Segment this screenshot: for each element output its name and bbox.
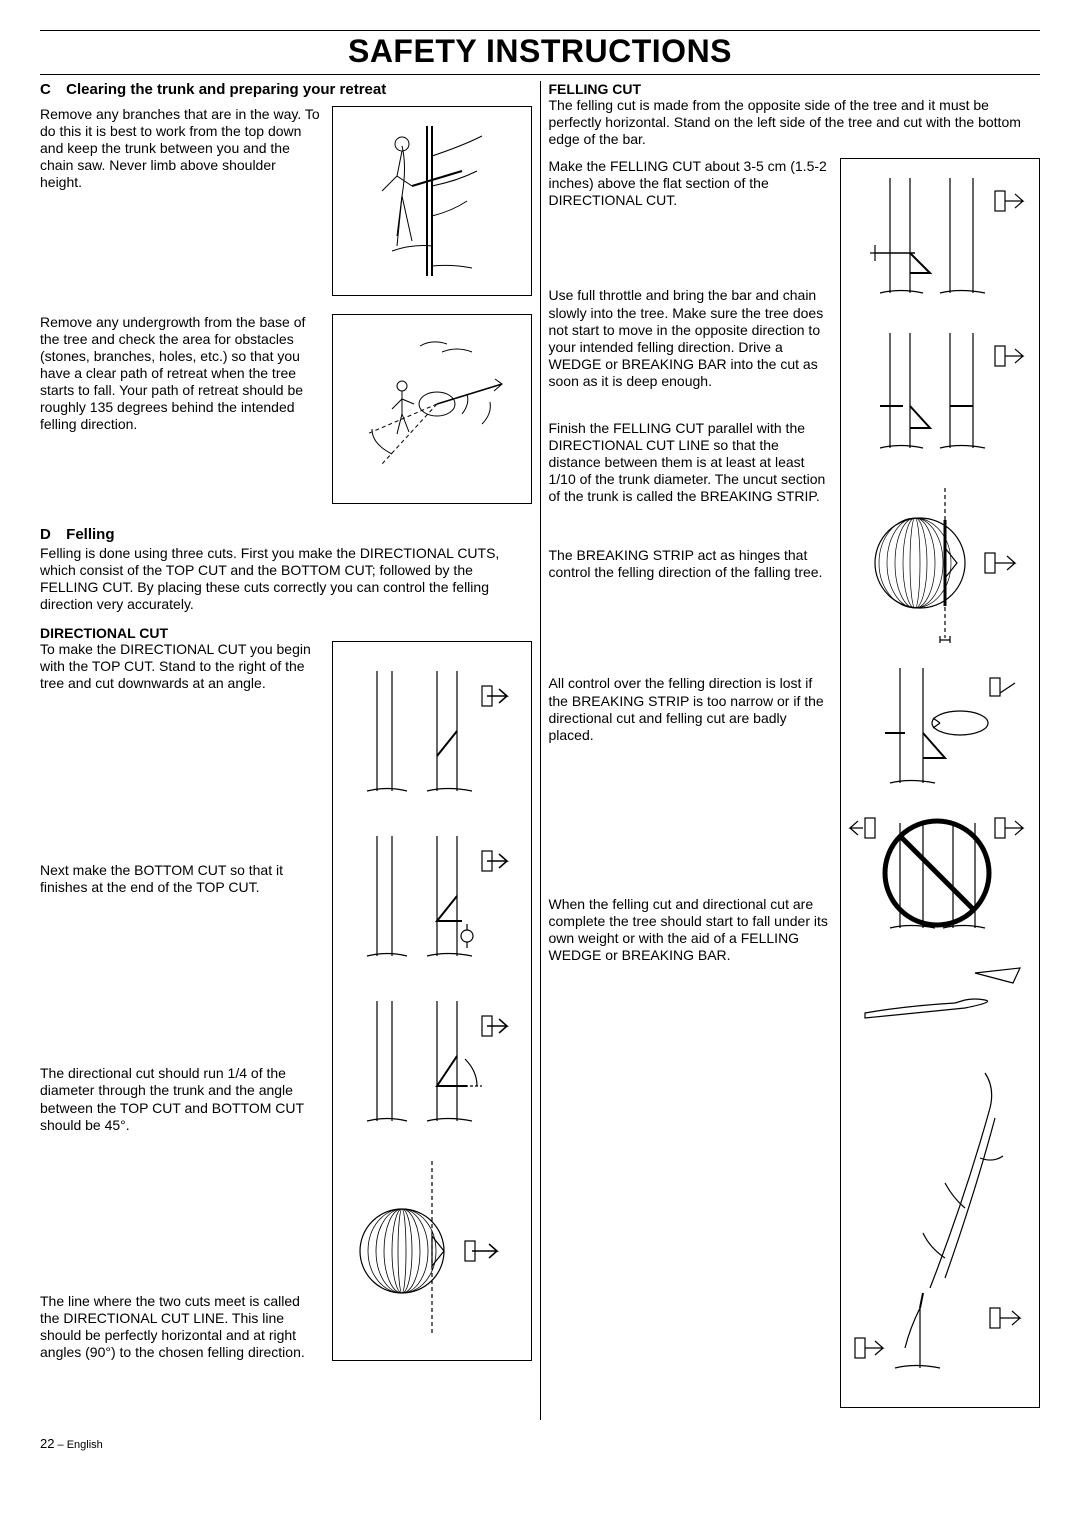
- figure-directional-cuts: [332, 641, 532, 1361]
- right-column: FELLING CUT The felling cut is made from…: [541, 81, 1041, 1420]
- section-c-heading: C Clearing the trunk and preparing your …: [40, 81, 532, 98]
- section-d-intro: Felling is done using three cuts. First …: [40, 545, 532, 613]
- fc-p4: The BREAKING STRIP act as hinges that co…: [549, 547, 831, 581]
- directional-cut-text: To make the DIRECTIONAL CUT you begin wi…: [40, 641, 322, 1361]
- content-columns: C Clearing the trunk and preparing your …: [40, 81, 1040, 1420]
- dircut-p2: Next make the BOTTOM CUT so that it fini…: [40, 862, 322, 896]
- dircut-p3: The directional cut should run 1/4 of th…: [40, 1065, 322, 1133]
- figure-limbing: [332, 106, 532, 296]
- felling-cut-text-col: Make the FELLING CUT about 3-5 cm (1.5-2…: [549, 158, 831, 1408]
- page-title: SAFETY INSTRUCTIONS: [40, 31, 1040, 74]
- dircut-p1: To make the DIRECTIONAL CUT you begin wi…: [40, 641, 322, 692]
- section-d-label: D: [40, 526, 62, 543]
- fc-p5: All control over the felling direction i…: [549, 675, 831, 743]
- left-column: C Clearing the trunk and preparing your …: [40, 81, 540, 1420]
- dircut-p4: The line where the two cuts meet is call…: [40, 1293, 322, 1361]
- section-c-p1: Remove any branches that are in the way.…: [40, 106, 322, 191]
- page-footer: 22 – English: [40, 1436, 1040, 1451]
- section-d-heading: D Felling: [40, 526, 532, 543]
- footer-lang: English: [67, 1439, 103, 1451]
- section-d-title: Felling: [66, 526, 114, 543]
- footer-sep: –: [54, 1439, 66, 1451]
- figure-retreat-path: [332, 314, 532, 504]
- section-c-label: C: [40, 81, 62, 98]
- fc-p2: Use full throttle and bring the bar and …: [549, 287, 831, 389]
- felling-cut-intro: The felling cut is made from the opposit…: [549, 97, 1041, 148]
- felling-cut-heading: FELLING CUT: [549, 81, 1041, 97]
- section-c-p2: Remove any undergrowth from the base of …: [40, 314, 322, 434]
- page-number: 22: [40, 1436, 54, 1451]
- fc-p1: Make the FELLING CUT about 3-5 cm (1.5-2…: [549, 158, 831, 209]
- fc-p6: When the felling cut and directional cut…: [549, 896, 831, 964]
- figure-felling-sequence: [840, 158, 1040, 1408]
- section-c-title: Clearing the trunk and preparing your re…: [66, 81, 386, 98]
- fc-p3: Finish the FELLING CUT parallel with the…: [549, 420, 831, 505]
- directional-cut-heading: DIRECTIONAL CUT: [40, 625, 532, 641]
